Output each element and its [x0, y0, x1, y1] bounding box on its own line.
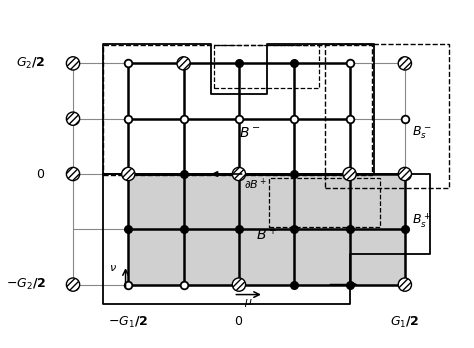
Circle shape [398, 278, 411, 291]
Circle shape [122, 167, 135, 181]
Circle shape [66, 167, 80, 181]
Circle shape [232, 167, 246, 181]
Circle shape [177, 57, 190, 70]
Bar [103, 45, 372, 175]
Circle shape [66, 57, 80, 70]
Circle shape [232, 278, 246, 291]
Text: $\mu$: $\mu$ [245, 297, 253, 309]
Text: $\partial B^+$: $\partial B^+$ [245, 176, 268, 192]
Text: $-\boldsymbol{G_2/2}$: $-\boldsymbol{G_2/2}$ [6, 277, 46, 292]
Bar [214, 45, 319, 88]
Text: $B_s^-$: $B_s^-$ [412, 124, 431, 141]
Circle shape [398, 57, 411, 70]
Text: $-\boldsymbol{G_1/2}$: $-\boldsymbol{G_1/2}$ [109, 315, 148, 330]
Text: $\boldsymbol{G_2/2}$: $\boldsymbol{G_2/2}$ [16, 56, 46, 71]
Bar [269, 178, 380, 227]
Circle shape [66, 278, 80, 291]
Text: $B_s^+$: $B_s^+$ [412, 212, 431, 230]
Text: $\boldsymbol{G_1/2}$: $\boldsymbol{G_1/2}$ [390, 315, 419, 330]
Text: $0$: $0$ [36, 167, 46, 181]
Polygon shape [128, 174, 405, 285]
Text: $B^-$: $B^-$ [239, 126, 261, 140]
Bar [325, 44, 449, 188]
Circle shape [66, 112, 80, 125]
Text: $0$: $0$ [234, 315, 244, 328]
Circle shape [398, 167, 411, 181]
Text: $B^+$: $B^+$ [256, 226, 277, 244]
Circle shape [343, 167, 356, 181]
Text: $\nu$: $\nu$ [109, 263, 117, 273]
